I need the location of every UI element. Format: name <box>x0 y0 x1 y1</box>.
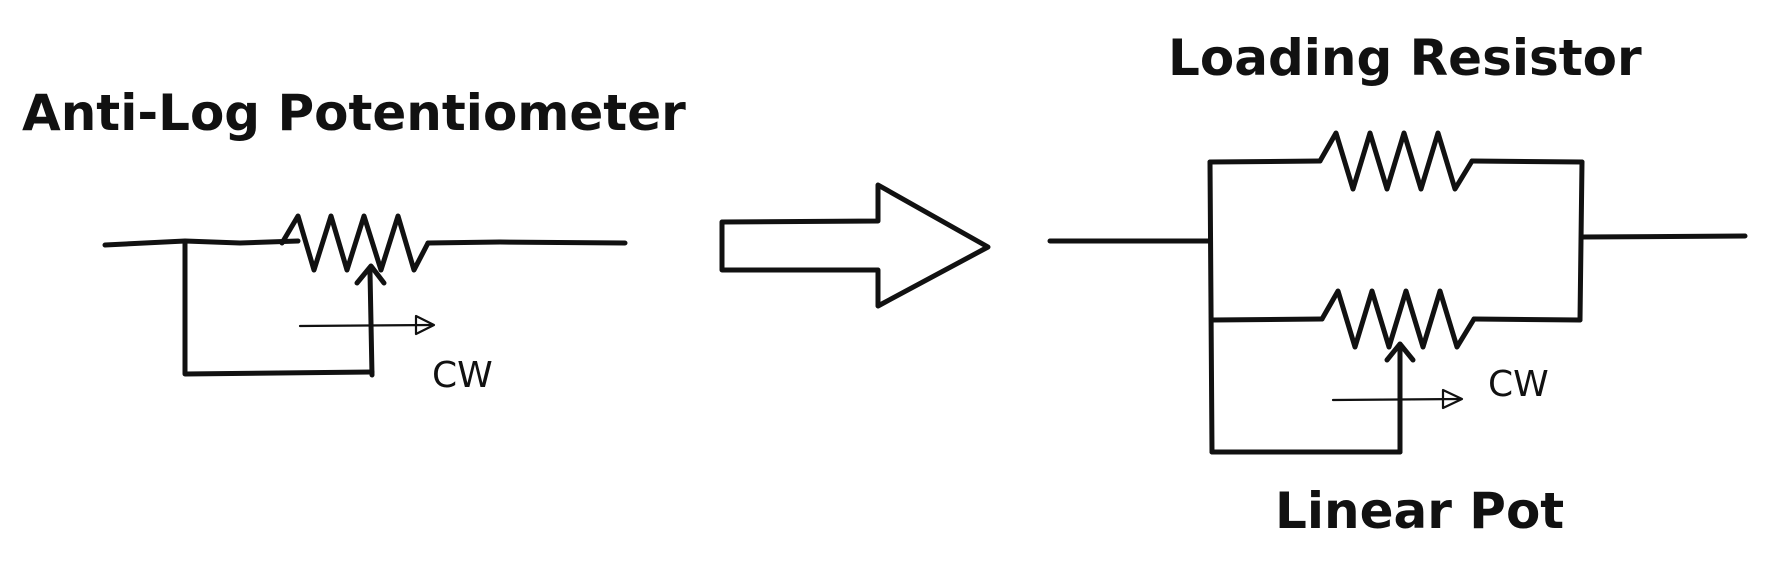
left-input-wire <box>102 238 301 248</box>
antilog-pot-loop-wire <box>182 240 375 377</box>
linear-pot-resistor <box>1319 288 1477 350</box>
bottom-branch-wire-left <box>1209 316 1325 323</box>
left-bus-wire <box>1207 159 1215 455</box>
linear-pot-cw-arrow <box>1331 397 1462 402</box>
linear-pot-cw-arrowhead <box>1441 388 1464 410</box>
linear-pot-cw-label: CW <box>1488 364 1549 405</box>
antilog-pot-circuit: Anti-Log Potentiometer CW <box>22 84 686 396</box>
linear-pot-wiper-arrowhead <box>1384 341 1416 363</box>
top-branch-wire-right <box>1469 158 1585 165</box>
loading-resistor-circuit: Loading Resistor CW Linear Pot <box>1047 29 1748 540</box>
antilog-pot-cw-arrowhead <box>414 314 436 336</box>
loading-resistor <box>1317 130 1475 192</box>
transform-arrow <box>719 182 991 309</box>
antilog-pot-wiper-arrowhead <box>354 263 387 286</box>
right-bus-wire <box>1577 159 1585 323</box>
bottom-branch-wire-right <box>1471 316 1583 323</box>
left-output-wire <box>425 239 628 246</box>
linear-pot-loop-wire <box>1209 347 1403 455</box>
antilog-pot-cw-label: CW <box>432 355 493 396</box>
loading-resistor-title: Loading Resistor <box>1168 29 1642 87</box>
antilog-pot-title: Anti-Log Potentiometer <box>22 84 686 142</box>
top-branch-wire-left <box>1207 158 1323 165</box>
antilog-pot-cw-arrow <box>298 323 434 328</box>
linear-pot-title: Linear Pot <box>1275 482 1564 540</box>
right-output-wire <box>1579 233 1748 240</box>
transform-arrow-shape <box>719 182 991 309</box>
antilog-pot-resistor <box>279 213 431 273</box>
antilog-pot-wiper <box>367 269 375 378</box>
